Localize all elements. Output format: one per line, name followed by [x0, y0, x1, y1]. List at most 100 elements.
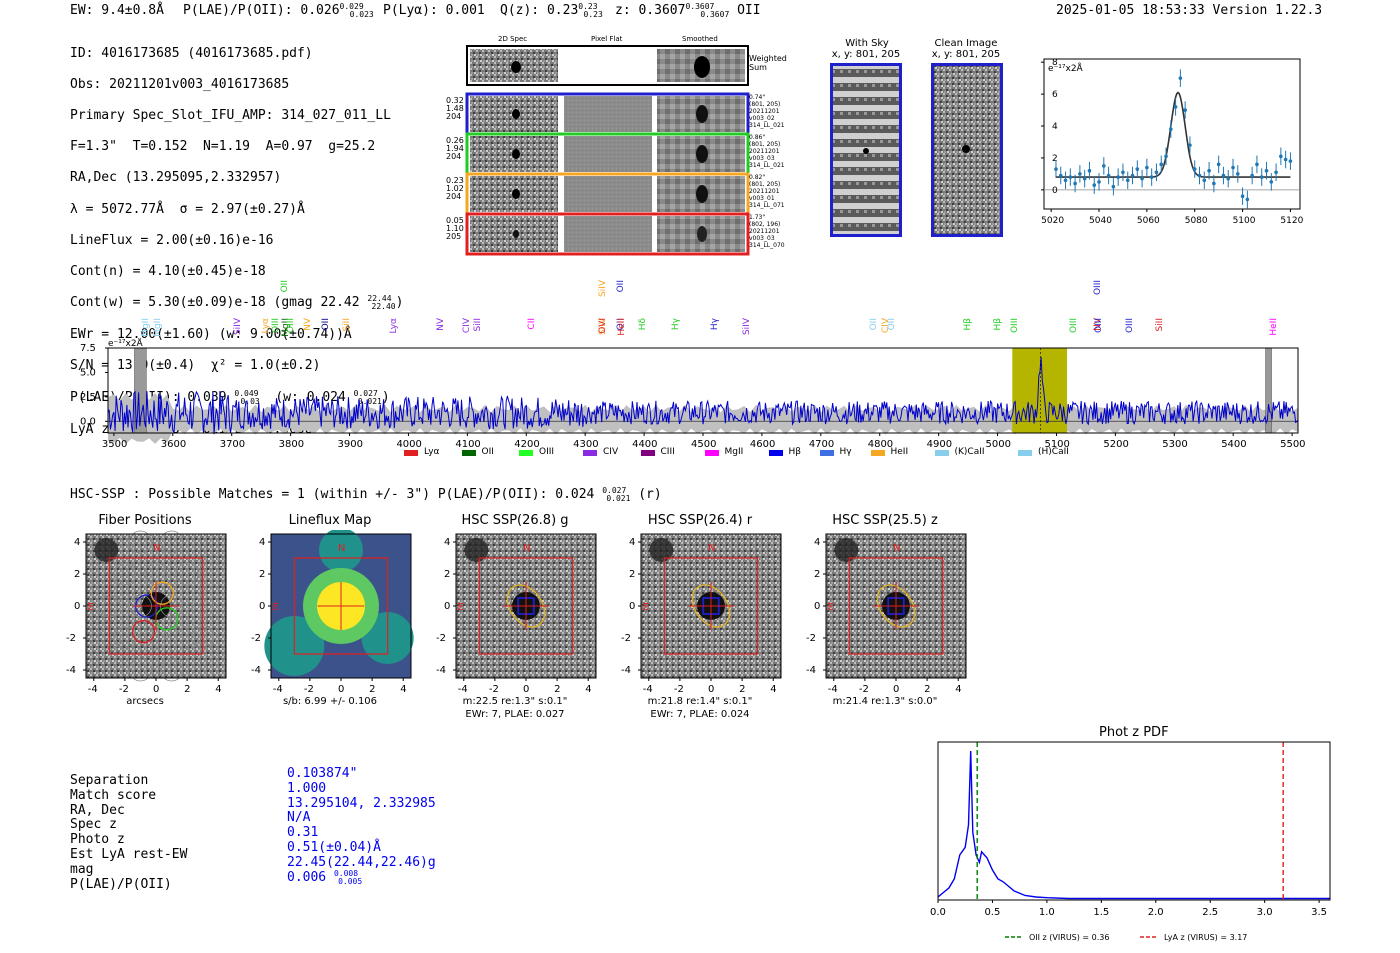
- full-xtick-label: 5000: [986, 439, 1011, 450]
- search-box: [663, 557, 759, 655]
- spectral-line-label: OVI: [597, 318, 608, 334]
- cutout-title: HSC SSP(26.8) g: [461, 513, 569, 528]
- cutout-ytick-label: 4: [259, 537, 265, 548]
- header-timestamp: 2025-01-05 18:53:33 Version 1.22.3: [1056, 3, 1322, 18]
- cutout-xtick-label: 2: [554, 684, 560, 695]
- fiber-circle: [113, 562, 137, 586]
- photz-pdf-line: [937, 750, 1330, 900]
- legend-swatch: [934, 450, 949, 456]
- cutout-ytick-label: 2: [444, 569, 450, 580]
- spec2d-row-info: v003_01: [749, 195, 775, 202]
- legend-label: MgII: [724, 447, 744, 457]
- spectral-line-label: OII: [320, 318, 331, 331]
- cutout-ytick-label: -4: [66, 665, 76, 676]
- full-xtick-label: 5200: [1103, 439, 1128, 450]
- north-label: N: [153, 543, 160, 554]
- version: Version 1.22.3: [1212, 3, 1323, 18]
- zoom-chart-frame: [1043, 58, 1301, 210]
- full-spectrum-line: [107, 356, 1299, 435]
- cutout-ytick-label: 2: [814, 569, 820, 580]
- detail-value: 0.31: [287, 825, 319, 841]
- spectral-line-top-label: SiIV: [597, 280, 608, 298]
- cutout-ytick-label: 0: [629, 601, 635, 612]
- spectral-line-label: OIII: [1093, 318, 1104, 334]
- cutout-image-2: N E -4 -4 -2 -2 0 0 2 2 4 4: [436, 533, 597, 695]
- spec2d-row-info: 314_LL_021: [749, 162, 785, 169]
- legend-swatch: [1018, 450, 1032, 456]
- header-z-line: OII: [737, 3, 761, 18]
- detail-value: N/A: [287, 810, 311, 826]
- cutout-ytick-label: -4: [806, 665, 816, 676]
- cutout-xtick-label: 4: [770, 684, 776, 695]
- cutout-image-4: N E -4 -4 -2 -2 0 0 2 2 4 4: [806, 533, 967, 695]
- legend-swatch: [704, 450, 719, 456]
- photz-title: Phot z PDF: [1099, 725, 1169, 740]
- match-header-text: HSC-SSP : Possible Matches = 1 (within +…: [70, 487, 595, 502]
- zoom-data-point: [1188, 143, 1192, 147]
- spec2d-row-info: (801, 205): [749, 181, 781, 188]
- cutout-ytick-label: 0: [814, 601, 820, 612]
- header-plya: P(Lyα): 0.001: [383, 3, 485, 18]
- cutout-ytick-label: -2: [436, 633, 446, 644]
- spec2d-row-value: 205: [446, 232, 462, 241]
- zoom-data-point: [1125, 178, 1130, 183]
- header-z-value: z: 0.3607: [615, 3, 686, 18]
- photz-xtick-label: 3.5: [1311, 907, 1327, 918]
- spec2d-row-info: (801, 205): [749, 101, 781, 108]
- east-label: E: [643, 602, 649, 613]
- detail-value: 0.006 0.0080.005: [287, 869, 436, 887]
- info-plae-hi: 0.049: [234, 388, 259, 398]
- header-qz: Q(z): 0.230.230.23: [500, 2, 603, 19]
- zoom-data-point: [1250, 173, 1254, 178]
- lineflux-blob: [319, 530, 363, 572]
- spectral-line-label: SiII: [472, 318, 483, 332]
- cutout-ytick-label: -4: [251, 665, 261, 676]
- cutout-xlabel: m:21.4 re:1.3" s:0.0": [832, 696, 938, 707]
- full-xtick-label: 4300: [573, 439, 598, 450]
- spectral-line-label: CIV: [462, 318, 473, 334]
- cutout-ytick-label: -2: [251, 633, 261, 644]
- zoom-data-point: [1154, 170, 1159, 175]
- aperture-ellipse: [876, 584, 916, 628]
- header-qz-value: Q(z): 0.23: [500, 3, 579, 18]
- full-xtick-label: 4100: [455, 439, 480, 450]
- full-xtick-label: 4600: [750, 439, 775, 450]
- cutout-xtick-label: 2: [369, 684, 375, 695]
- header-plae-value: P(LAE)/P(OII): 0.026: [183, 3, 340, 18]
- cutout-ytick-label: 0: [444, 601, 450, 612]
- full-spectrum-chart: e⁻¹⁷x2Å 0.0 2.5 5.0 7.5 3500 3600 3700 3800 3900…: [80, 338, 1306, 450]
- cutout-xlabel: m:21.8 re:1.4" s:0.1": [647, 696, 753, 707]
- detail-label: Spec z: [70, 817, 117, 833]
- east-label: E: [273, 602, 279, 613]
- north-label: N: [338, 543, 345, 554]
- cutout-ytick-label: 0: [259, 601, 265, 612]
- zoom-ytick-label: 0: [1052, 186, 1058, 196]
- full-xtick-label: 3800: [279, 439, 304, 450]
- spectral-line-label: OIII: [270, 318, 281, 334]
- zoom-data-point: [1097, 180, 1101, 184]
- spec2d-row-value: 0.32: [446, 96, 464, 105]
- spectral-line-label: Hβ: [963, 318, 974, 331]
- cutout-ytick-label: -2: [621, 633, 631, 644]
- full-ylabel: e⁻¹⁷x2Å: [108, 338, 144, 349]
- spec2d-row-value: 0.23: [446, 176, 464, 185]
- photz-xtick-label: 2.5: [1202, 907, 1218, 918]
- timestamp: 2025-01-05 18:53:33: [1056, 3, 1205, 18]
- photz-xtick-label: 1.0: [1039, 907, 1055, 918]
- spectral-line-label: HeII: [1269, 318, 1280, 336]
- fiber-circle: [129, 530, 152, 554]
- cutout-title: HSC SSP(26.4) r: [647, 513, 753, 528]
- spectral-line-label: CII: [527, 318, 538, 330]
- cutout-xtick-label: 0: [338, 684, 344, 695]
- fiber-red: [131, 619, 156, 644]
- info-obs: Obs: 20211201v003_4016173685: [70, 76, 290, 92]
- cutout-xlabel-2: EWr: 7, PLAE: 0.024: [650, 709, 750, 720]
- neighbor-source: [94, 538, 119, 562]
- fiber-circle: [160, 658, 183, 682]
- spec2d-title-2d: 2D Spec: [498, 35, 528, 43]
- legend-swatch: [819, 450, 834, 456]
- cutout-title: Fiber Positions: [98, 513, 192, 528]
- fiber-circle: [129, 658, 152, 682]
- info-primary: Primary Spec_Slot_IFU_AMP: 314_027_011_L…: [70, 107, 391, 123]
- spec2d-row-value: 204: [446, 112, 462, 121]
